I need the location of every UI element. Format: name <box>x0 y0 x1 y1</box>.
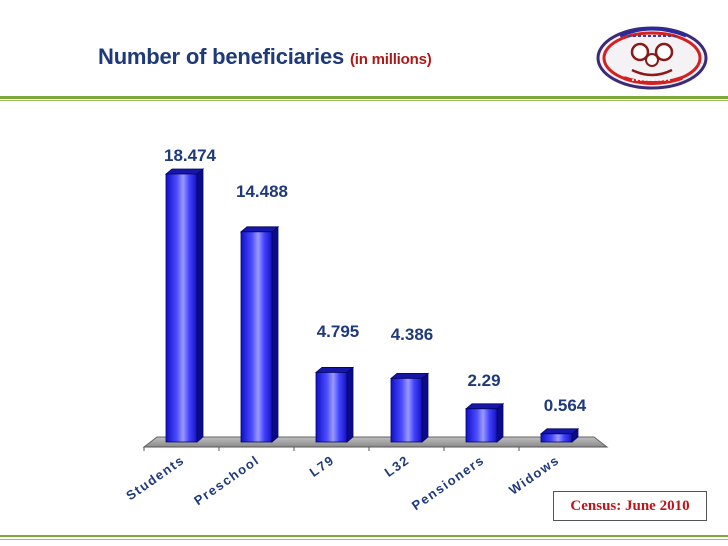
value-label-students: 18.474 <box>164 146 217 165</box>
tick-label-preschool: Preschool <box>191 452 262 508</box>
chart-title-unit: (in millions) <box>349 51 432 68</box>
value-label-l32: 4.386 <box>391 325 434 344</box>
census-note: Census: June 2010 <box>553 491 707 521</box>
footer-divider <box>0 535 728 537</box>
bar-pensioners <box>464 402 505 443</box>
value-label-pensioners: 2.29 <box>467 371 500 390</box>
bar-widows <box>539 427 580 443</box>
family-emblem-icon <box>596 26 708 90</box>
bar-l32 <box>389 372 430 443</box>
footer-divider-thin <box>0 539 728 540</box>
value-label-widows: 0.564 <box>544 396 587 415</box>
chart-title: Number of beneficiaries (in millions) <box>98 44 432 70</box>
bar-l79 <box>314 366 355 443</box>
tick-label-l32: L32 <box>382 452 413 480</box>
tick-label-students: Students <box>123 452 187 503</box>
tick-label-pensioners: Pensioners <box>409 452 487 513</box>
header-divider-thin <box>0 100 728 101</box>
value-label-l79: 4.795 <box>317 322 360 341</box>
chart-floor <box>142 436 609 448</box>
tick-label-l79: L79 <box>307 452 338 480</box>
value-label-preschool: 14.488 <box>236 182 288 201</box>
chart-title-main: Number of beneficiaries <box>98 44 345 69</box>
header-divider <box>0 96 728 99</box>
bar-preschool <box>239 225 280 443</box>
bar-students <box>164 168 205 443</box>
